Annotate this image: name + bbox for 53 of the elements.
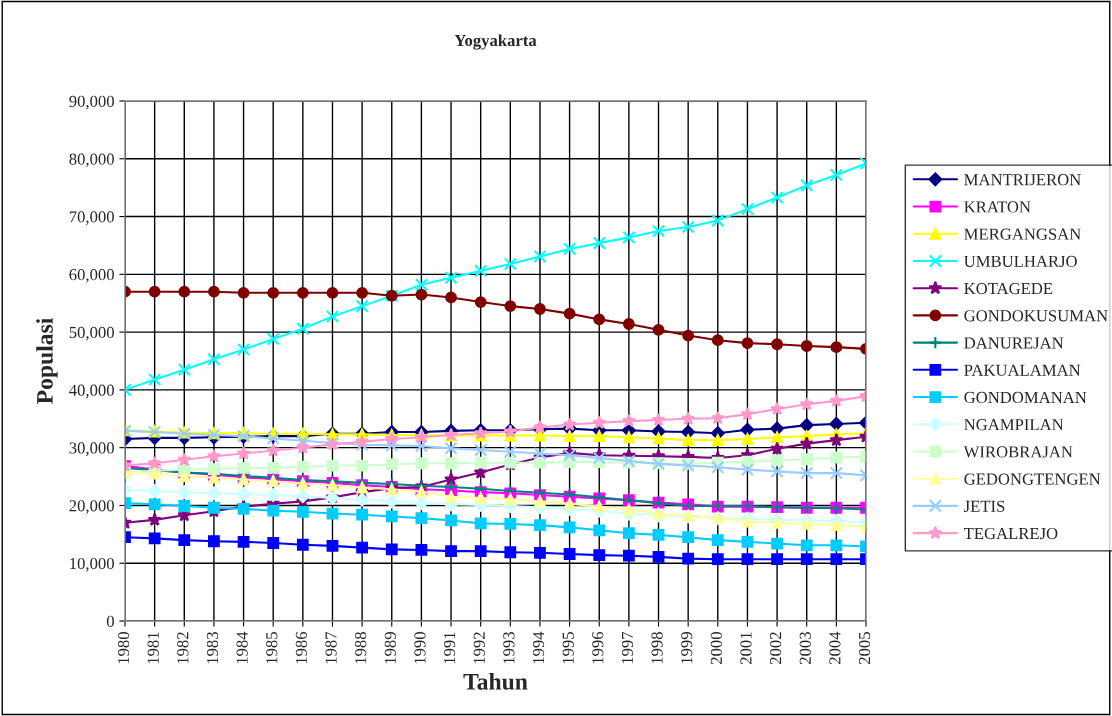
x-tick-label: 1989: [384, 632, 396, 664]
y-tick-label: 60,000: [69, 269, 114, 283]
x-tick-label: 1986: [295, 631, 308, 664]
y-tick-label: 90,000: [69, 95, 114, 110]
chart-title: Yogyakarta: [454, 34, 537, 50]
y-tick-label: 80,000: [69, 153, 114, 168]
x-tick-label: 2003: [799, 632, 811, 665]
y-tick-label: 50,000: [69, 326, 114, 341]
legend-label: KOTAGEDE: [964, 282, 1053, 295]
legend-label: KRATON: [964, 201, 1031, 213]
legend-label: GONDOKUSUMAN: [964, 310, 1108, 322]
x-tick-label: 1980: [117, 632, 130, 664]
x-axis-title: Tahun: [463, 673, 528, 690]
x-tick-label: 1985: [266, 632, 278, 664]
x-tick-label: 1997: [621, 631, 634, 664]
x-tick-label: 2005: [858, 632, 871, 665]
y-tick-label: 40,000: [69, 384, 114, 399]
legend-label: MANTRIJERON: [964, 174, 1081, 186]
legend-label: JETIS: [964, 500, 1005, 512]
y-tick-label: 70,000: [69, 211, 114, 225]
legend-label: WIROBRAJAN: [963, 446, 1073, 458]
x-tick-label: 1996: [592, 631, 604, 664]
legend-label: TEGALREJO: [963, 527, 1058, 540]
x-tick-label: 2000: [710, 632, 722, 665]
x-tick-label: 1988: [355, 632, 367, 664]
x-tick-label: 1990: [414, 632, 426, 664]
x-tick-label: 2001: [740, 632, 752, 665]
x-tick-label: 1995: [562, 632, 574, 664]
legend-label: PAKUALAMAN: [964, 364, 1081, 376]
x-tick-label: 1999: [681, 632, 693, 664]
legend-label: GONDOMANAN: [964, 391, 1087, 404]
legend-label: NGAMPILAN: [964, 419, 1064, 431]
y-axis-title: Populasi: [36, 318, 58, 404]
legend-label: MERGANGSAN: [964, 228, 1081, 240]
y-tick-label: 10,000: [70, 557, 114, 572]
x-tick-label: 1984: [236, 631, 248, 664]
x-tick-label: 1993: [503, 632, 515, 664]
legend-label: GEDONGTENGEN: [964, 473, 1101, 485]
legend-label: UMBULHARJO: [964, 255, 1077, 267]
y-tick-label: 30,000: [69, 442, 114, 457]
x-tick-label: 2004: [829, 631, 841, 665]
legend-label: DANUREJAN: [964, 337, 1064, 349]
y-tick-label: 20,000: [69, 500, 114, 514]
x-tick-label: 1992: [473, 632, 485, 664]
x-tick-label: 1987: [325, 631, 337, 664]
x-tick-label: 1991: [444, 632, 456, 664]
x-tick-label: 1982: [177, 632, 189, 664]
x-tick-label: 1998: [651, 632, 663, 664]
x-tick-label: 1994: [532, 631, 545, 664]
x-tick-label: 1983: [206, 632, 219, 664]
x-tick-label: 2002: [770, 632, 782, 665]
x-tick-label: 1981: [147, 632, 159, 664]
y-tick-label: 0: [106, 615, 114, 627]
